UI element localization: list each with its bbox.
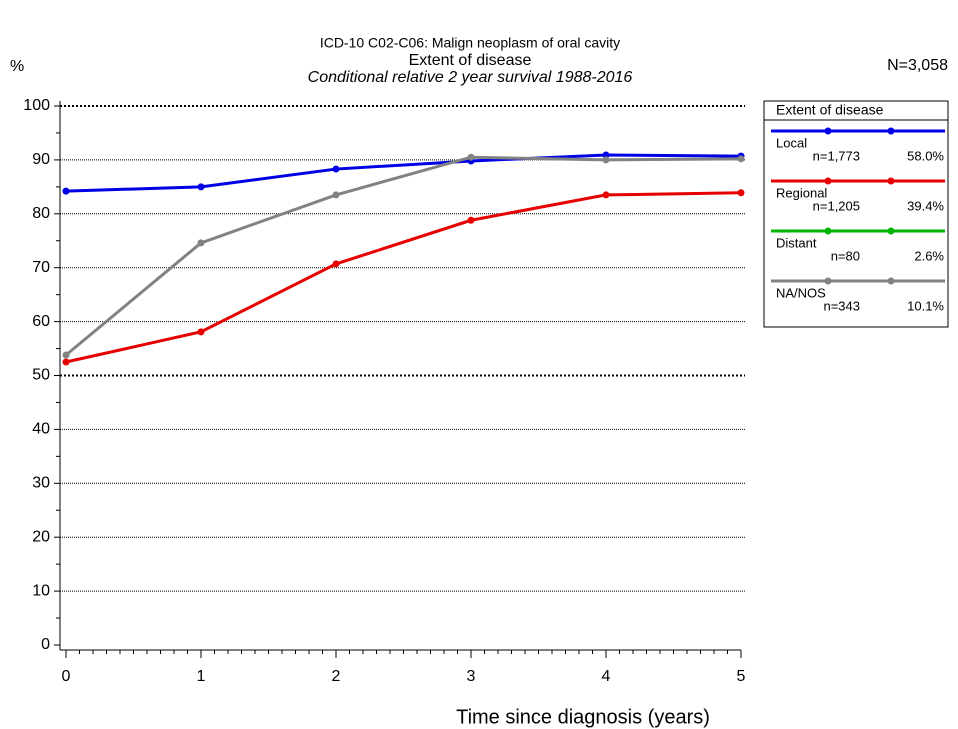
y-tick-label: 100 — [23, 97, 50, 114]
legend-marker — [887, 127, 895, 135]
legend-label: Local — [776, 135, 807, 150]
legend-count: n=1,773 — [813, 148, 860, 163]
x-tick-label: 5 — [737, 668, 746, 685]
y-tick-label: 0 — [41, 636, 50, 653]
legend-count: n=343 — [823, 298, 860, 313]
x-axis-label: Time since diagnosis (years) — [456, 706, 710, 728]
legend-marker — [824, 277, 832, 285]
legend-count: n=80 — [831, 248, 860, 263]
legend-marker — [887, 277, 895, 285]
data-point — [602, 191, 610, 199]
legend-count: n=1,205 — [813, 198, 860, 213]
y-axis-label: % — [10, 58, 24, 75]
legend-marker — [824, 127, 832, 135]
legend-share: 10.1% — [907, 298, 944, 313]
data-point — [332, 260, 340, 268]
legend-box — [763, 100, 949, 328]
legend-share: 58.0% — [907, 148, 944, 163]
y-tick-label: 10 — [32, 582, 50, 599]
data-point — [197, 328, 205, 336]
data-point — [62, 351, 70, 359]
data-point — [602, 156, 610, 164]
series-line — [65, 191, 742, 364]
data-point — [332, 191, 340, 199]
legend-title: Extent of disease — [776, 102, 884, 118]
series-line — [65, 155, 742, 357]
y-tick-label: 80 — [32, 205, 50, 222]
x-tick-label: 2 — [332, 668, 341, 685]
x-tick-label: 4 — [602, 668, 611, 685]
legend-label: NA/NOS — [776, 285, 826, 300]
data-point — [62, 358, 70, 366]
series-line — [65, 153, 742, 193]
y-tick-label: 20 — [32, 528, 50, 545]
y-tick-label: 30 — [32, 475, 50, 492]
y-tick-label: 90 — [32, 151, 50, 168]
legend-label: Regional — [776, 185, 827, 200]
data-point — [467, 216, 475, 224]
y-tick-label: 60 — [32, 313, 50, 330]
y-tick-label: 40 — [32, 421, 50, 438]
chart-title: ICD-10 C02-C06: Malign neoplasm of oral … — [320, 35, 620, 51]
data-point — [197, 239, 205, 247]
y-tick-label: 70 — [32, 259, 50, 276]
y-tick-label: 50 — [32, 367, 50, 384]
chart-subtitle: Conditional relative 2 year survival 198… — [308, 69, 633, 86]
x-tick-label: 3 — [467, 668, 476, 685]
x-tick-label: 1 — [197, 668, 206, 685]
legend-marker — [887, 177, 895, 185]
data-point — [602, 151, 610, 159]
legend-share: 2.6% — [914, 248, 944, 263]
data-point — [332, 165, 340, 173]
legend-marker — [824, 177, 832, 185]
chart-subtitle: Extent of disease — [409, 52, 532, 69]
data-point — [62, 187, 70, 195]
legend-marker — [887, 227, 895, 235]
data-point — [737, 189, 745, 197]
legend-share: 39.4% — [907, 198, 944, 213]
x-tick-label: 0 — [62, 668, 71, 685]
legend-marker — [824, 227, 832, 235]
data-point — [467, 153, 475, 161]
legend-label: Distant — [776, 235, 817, 250]
total-count: N=3,058 — [887, 57, 948, 74]
data-point — [197, 183, 205, 191]
data-point — [737, 155, 745, 163]
